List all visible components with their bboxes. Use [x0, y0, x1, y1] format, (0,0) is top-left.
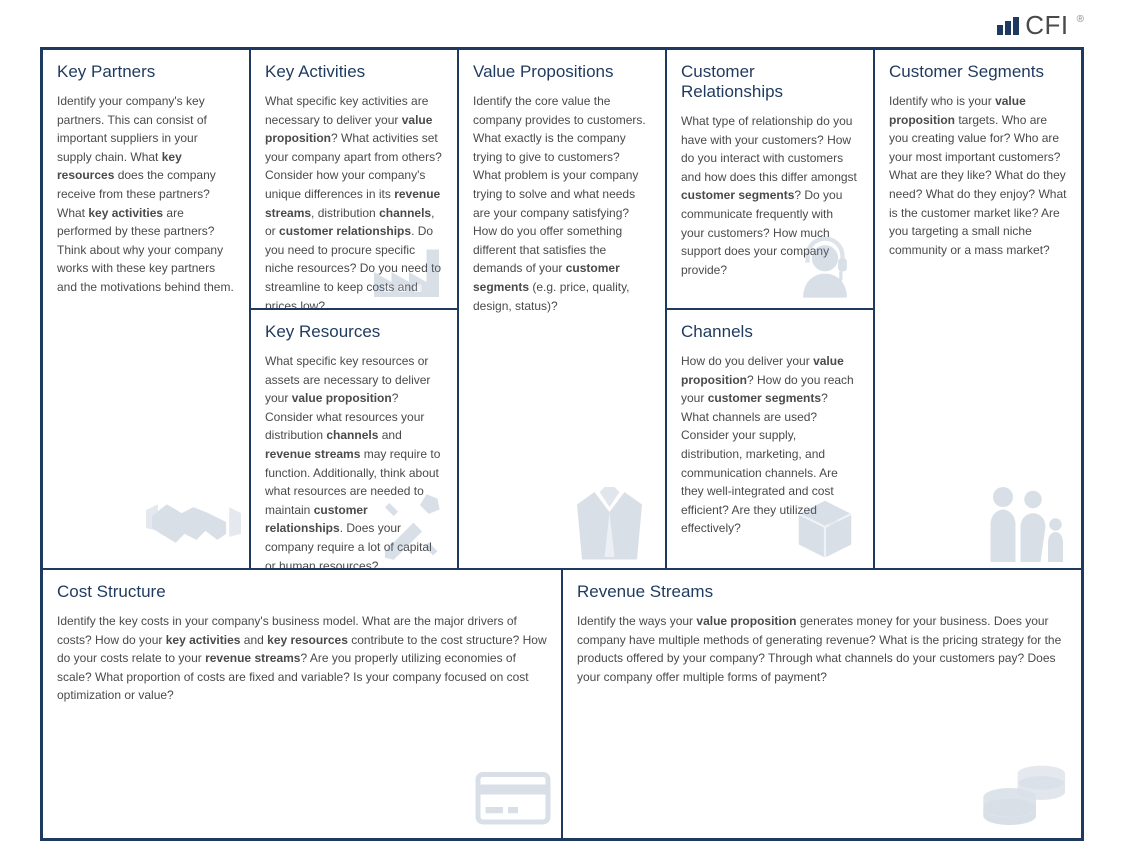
title-channels: Channels	[681, 322, 859, 342]
title-customer-segments: Customer Segments	[889, 62, 1067, 82]
brand-header: CFI ®	[40, 10, 1084, 47]
cell-channels: Channels How do you deliver your value p…	[666, 309, 874, 569]
jacket-icon	[562, 482, 657, 562]
body-customer-segments: Identify who is your value proposition t…	[889, 92, 1067, 259]
body-value-propositions: Identify the core value the company prov…	[473, 92, 651, 315]
factory-icon	[369, 232, 449, 302]
handshake-icon	[146, 482, 241, 562]
title-key-resources: Key Resources	[265, 322, 443, 342]
headset-icon	[785, 232, 865, 302]
business-model-canvas: Key Partners Identify your company's key…	[40, 47, 1084, 841]
cell-key-activities: Key Activities What specific key activit…	[250, 49, 458, 309]
title-key-activities: Key Activities	[265, 62, 443, 82]
title-revenue-streams: Revenue Streams	[577, 582, 1067, 602]
title-customer-relationships: Customer Relationships	[681, 62, 859, 102]
cell-revenue-streams: Revenue Streams Identify the ways your v…	[562, 569, 1082, 839]
cell-key-partners: Key Partners Identify your company's key…	[42, 49, 250, 569]
cell-cost-structure: Cost Structure Identify the key costs in…	[42, 569, 562, 839]
cell-value-propositions: Value Propositions Identify the core val…	[458, 49, 666, 569]
body-key-partners: Identify your company's key partners. Th…	[57, 92, 235, 297]
title-cost-structure: Cost Structure	[57, 582, 547, 602]
box-icon	[785, 492, 865, 562]
brand-bars-icon	[997, 17, 1019, 35]
cell-key-resources: Key Resources What specific key resource…	[250, 309, 458, 569]
card-icon	[473, 762, 553, 832]
cell-customer-segments: Customer Segments Identify who is your v…	[874, 49, 1082, 569]
brand-trademark: ®	[1077, 14, 1084, 25]
title-value-propositions: Value Propositions	[473, 62, 651, 82]
title-key-partners: Key Partners	[57, 62, 235, 82]
coins-icon	[978, 752, 1073, 832]
cell-customer-relationships: Customer Relationships What type of rela…	[666, 49, 874, 309]
family-icon	[978, 482, 1073, 562]
body-revenue-streams: Identify the ways your value proposition…	[577, 612, 1067, 686]
brand-name: CFI	[1025, 10, 1068, 41]
tools-icon	[369, 492, 449, 562]
body-cost-structure: Identify the key costs in your company's…	[57, 612, 547, 705]
